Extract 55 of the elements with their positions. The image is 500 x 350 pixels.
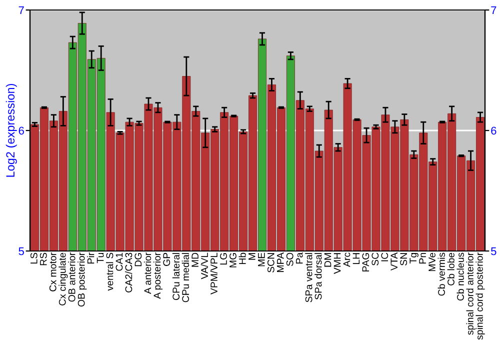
y2-tick-label: 5 bbox=[491, 247, 496, 256]
x-tick-label: Pn bbox=[419, 253, 426, 264]
y-tick-label: 7 bbox=[18, 6, 24, 14]
x-tick-label: SN bbox=[400, 253, 408, 266]
x-tick-label: LG bbox=[220, 253, 227, 265]
x-tick-label: Cb vermis bbox=[438, 252, 445, 296]
y-tick-label: 6 bbox=[18, 126, 24, 135]
x-tick-label: RS bbox=[40, 252, 47, 266]
x-tick-label: Tu bbox=[96, 253, 104, 264]
x-tick-label: VA/VL bbox=[200, 252, 208, 280]
x-tick-label: MPA bbox=[277, 252, 284, 272]
x-tick-label: LH bbox=[352, 253, 360, 264]
x-tick-label: SPa dorsal bbox=[314, 253, 322, 300]
x-tick-label: spinal cord anterior bbox=[466, 252, 476, 335]
x-tick-label: Cx motor bbox=[49, 252, 56, 292]
x-tick-label: CA1 bbox=[116, 252, 123, 271]
x-tick-label: CPu lateral bbox=[172, 253, 180, 300]
x-tick-label: VTA bbox=[390, 252, 398, 271]
x-tick-label: VPM/VPL bbox=[210, 252, 218, 294]
x-tick-label: ME bbox=[258, 252, 265, 266]
x-tick-label: CPu medial bbox=[182, 253, 190, 302]
x-tick-label: MG bbox=[230, 253, 236, 268]
x-tick-label: OB posterior bbox=[78, 252, 87, 306]
x-tick-label: GP bbox=[163, 252, 170, 266]
x-tick-label: Cb lobe bbox=[447, 252, 454, 286]
x-tick-label: SCN bbox=[267, 253, 274, 272]
y2-tick-label: 7 bbox=[491, 6, 496, 14]
x-tick-label: LS bbox=[30, 252, 38, 264]
x-tick-label: PAG bbox=[362, 253, 370, 272]
x-tick-label: DG bbox=[134, 253, 142, 266]
x-tick-label: DM bbox=[324, 253, 332, 267]
x-tick-label: Tg bbox=[410, 253, 418, 264]
x-tick-label: MD bbox=[192, 252, 198, 267]
x-tick-label: Pa bbox=[296, 252, 303, 264]
x-tick-label: MVe bbox=[428, 252, 436, 272]
y-tick-label: 5 bbox=[18, 247, 24, 256]
x-tick-label: CA2/CA3 bbox=[125, 252, 132, 292]
x-tick-label: VMH bbox=[334, 253, 341, 274]
x-tick-label: Hb bbox=[238, 252, 246, 264]
x-tick-label: IC bbox=[381, 252, 388, 262]
x-tick-label: SO bbox=[286, 252, 294, 266]
x-tick-label: Cx cingulate bbox=[58, 252, 68, 306]
x-tick-label: SPa ventral bbox=[305, 253, 312, 302]
x-tick-label: M bbox=[248, 253, 256, 260]
y-axis-title: Log2 (expression) bbox=[6, 84, 17, 177]
x-tick-label: spinal cord posterior bbox=[476, 252, 485, 340]
x-tick-label: Pir bbox=[87, 252, 94, 264]
x-tick-label: OB anterior bbox=[68, 252, 76, 302]
y2-tick-label: 6 bbox=[491, 126, 496, 135]
x-tick-label: Arc bbox=[343, 252, 350, 267]
x-tick-label: A anterior bbox=[144, 252, 152, 294]
x-tick-label: A posterior bbox=[153, 252, 162, 299]
x-tick-label: SC bbox=[372, 252, 379, 266]
x-tick-label: Cb nucleus bbox=[456, 252, 464, 301]
x-tick-label: ventral S bbox=[106, 252, 114, 291]
